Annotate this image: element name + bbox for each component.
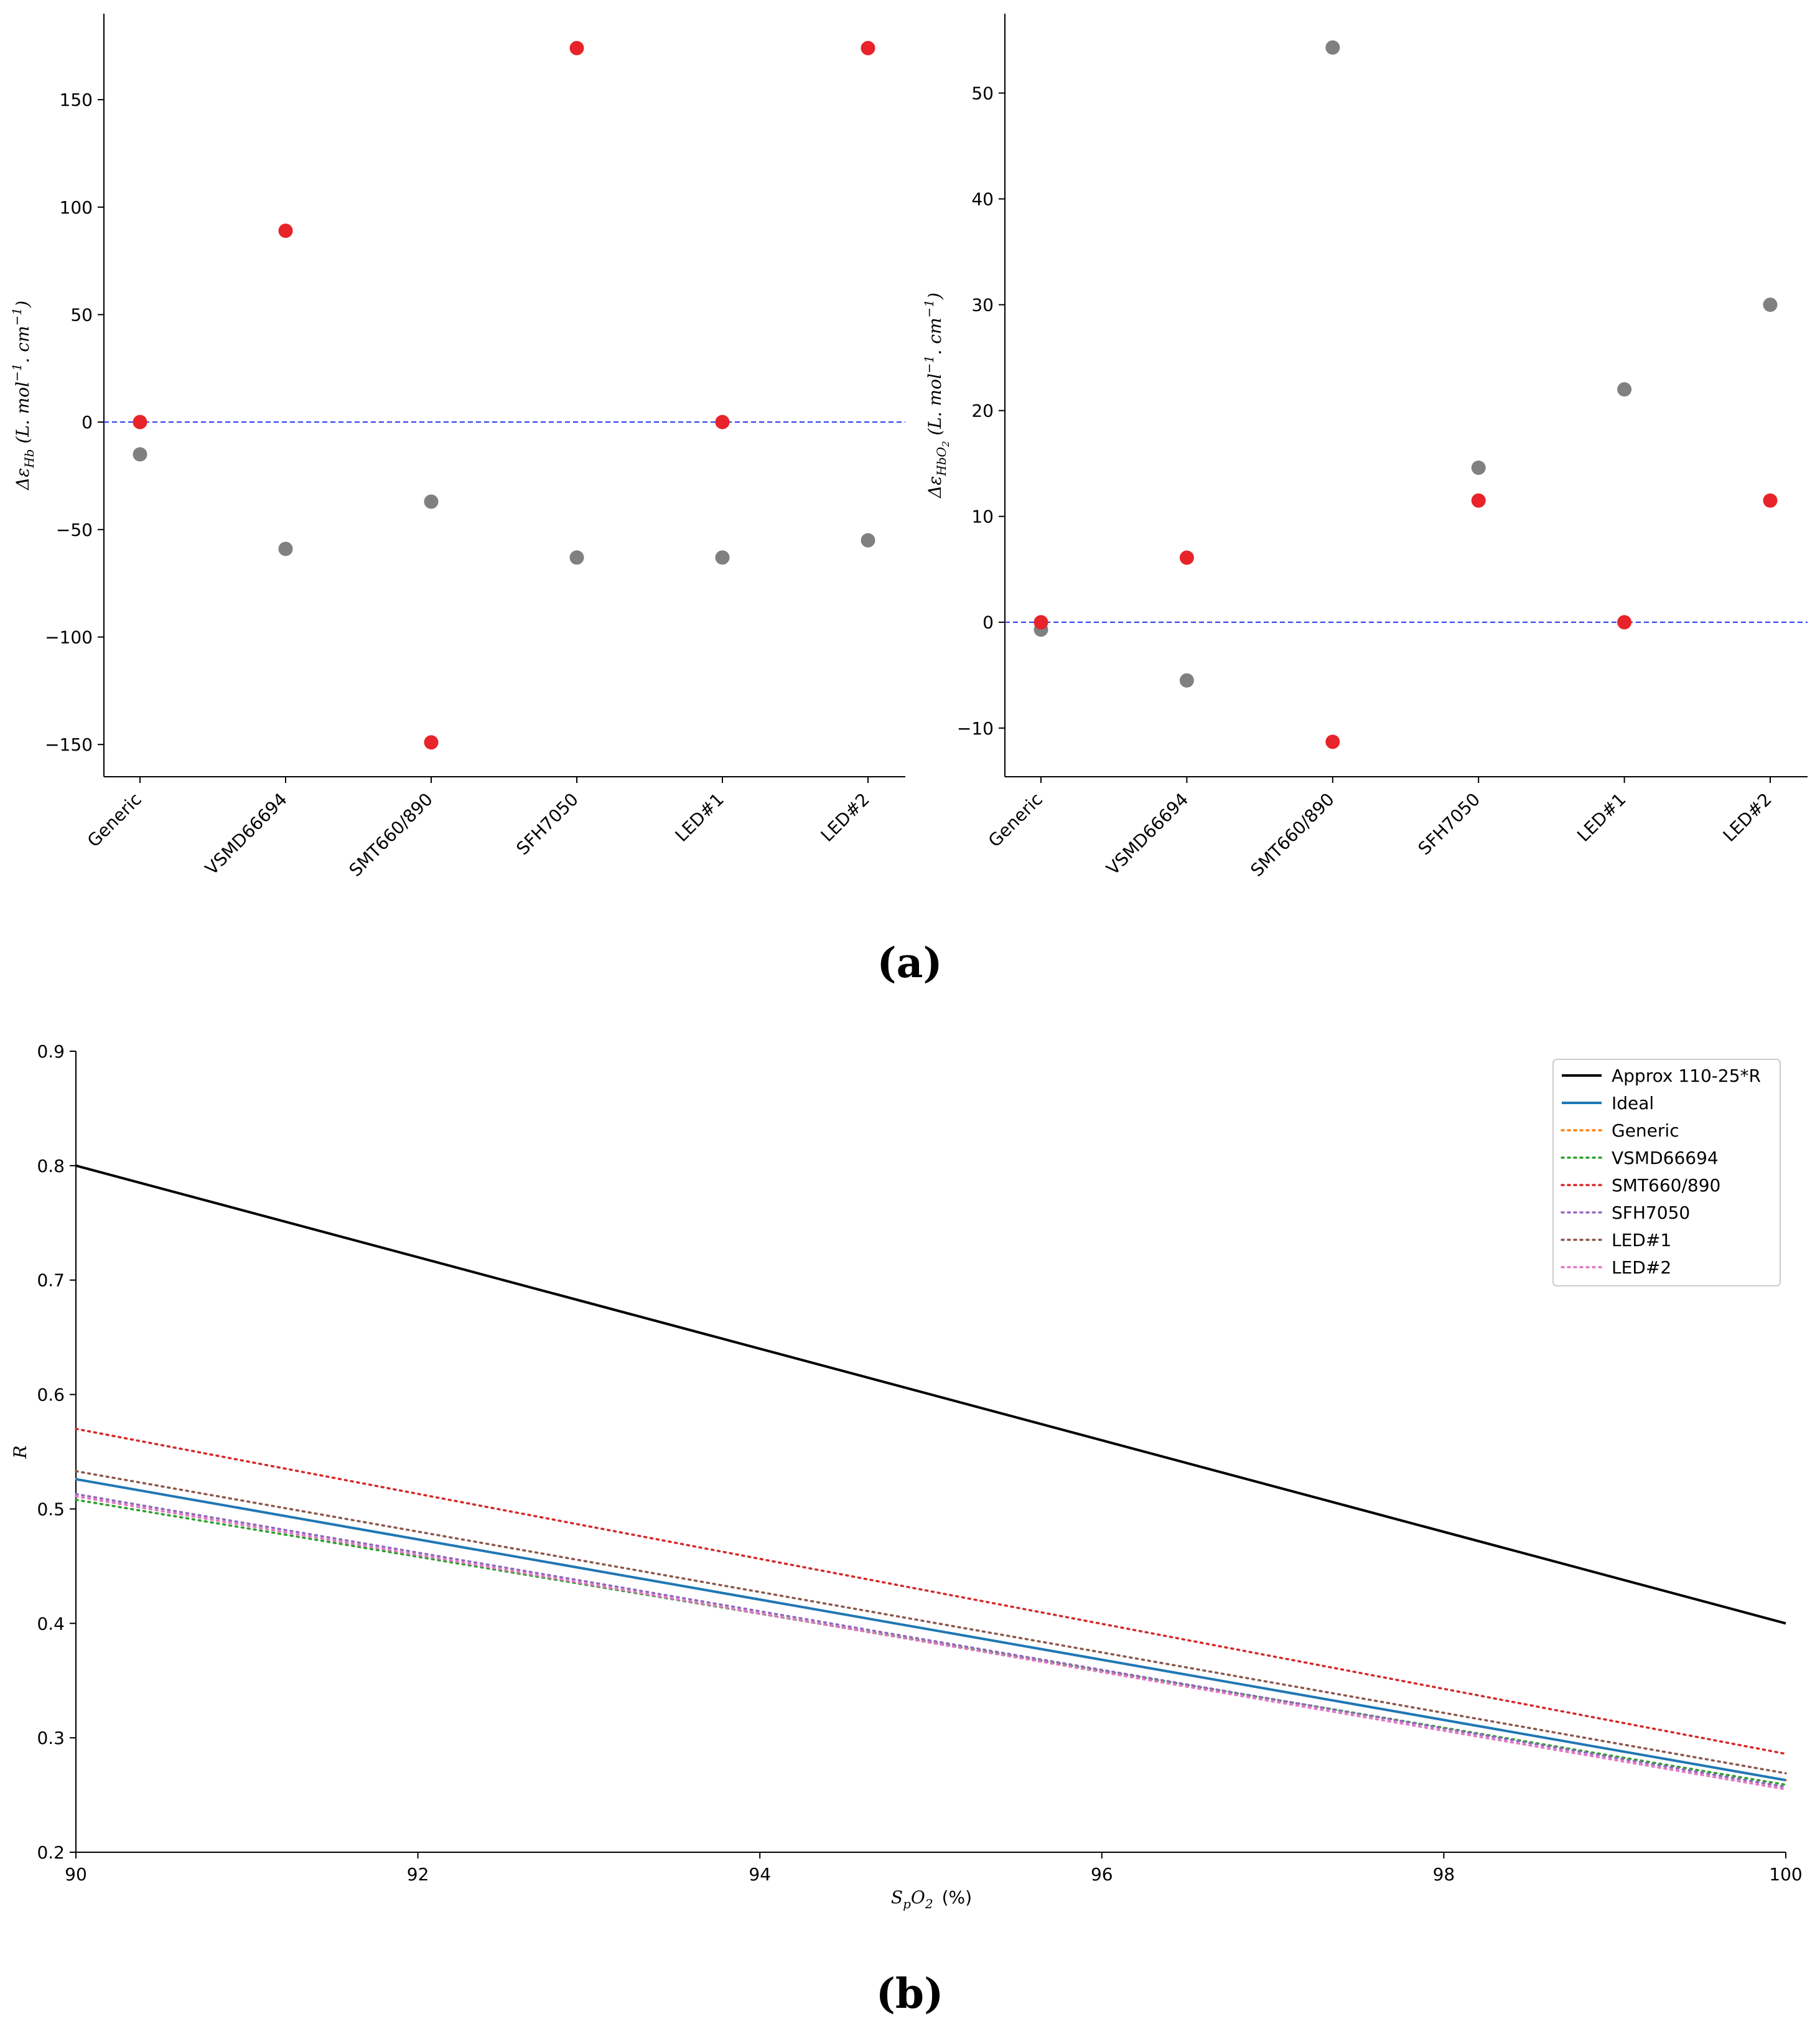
x-tick-label: VSMD66694 [201, 789, 291, 879]
data-point-red [133, 415, 147, 429]
legend-label: LED#1 [1612, 1230, 1671, 1250]
data-point-red [1471, 493, 1486, 508]
y-tick-label: 0.5 [37, 1499, 65, 1519]
data-point-gray [715, 550, 730, 565]
legend-label: SMT660/890 [1612, 1175, 1720, 1196]
legend-label: Approx 110-25*R [1612, 1066, 1761, 1086]
x-tick-label: Generic [984, 789, 1047, 851]
x-tick-label: 96 [1091, 1864, 1113, 1885]
legend-label: Generic [1612, 1120, 1679, 1141]
series-line-smt660-890 [75, 1427, 1787, 1755]
y-tick-label: 150 [60, 90, 93, 110]
ylabel-r: R [10, 1445, 30, 1459]
series-line-ideal [75, 1478, 1786, 1782]
data-point-gray [1471, 460, 1486, 475]
x-tick-label: 100 [1769, 1864, 1802, 1885]
ylabel-hb: ΔεHb (L. mol−1. cm−1) [9, 301, 37, 490]
y-tick-label: −150 [45, 734, 93, 755]
y-tick-label: −10 [957, 718, 994, 739]
data-point-red [1325, 734, 1340, 749]
x-tick-label: 90 [65, 1864, 87, 1885]
data-point-red [1179, 550, 1194, 565]
data-point-gray [861, 533, 875, 548]
ylabel-hbo2: ΔεHbO2 (L. mol−1. cm−1) [922, 293, 951, 499]
y-tick-label: 0 [82, 412, 93, 433]
legend-label: VSMD66694 [1612, 1148, 1719, 1168]
xlabel-spo2: SpO2 (%) [891, 1887, 972, 1911]
x-tick-label: SFH7050 [1414, 789, 1485, 860]
y-tick-label: 0.3 [37, 1728, 65, 1748]
x-tick-label: Generic [83, 789, 146, 851]
y-tick-label: −100 [45, 627, 93, 648]
x-tick-label: LED#2 [1719, 789, 1776, 846]
subplot-delta-eps-hbo2: −10 0 10 20 30 40 50 Generic VSMD66694 SMT660/890… [957, 14, 1808, 881]
x-tick-label: LED#2 [817, 789, 874, 846]
data-point-red [861, 40, 875, 55]
data-point-red [569, 40, 584, 55]
legend: Approx 110-25*R Ideal Generic VSMD66694 SMT6… [1552, 1059, 1781, 1286]
data-point-gray [424, 494, 439, 509]
series-line-sfh7050 [75, 1492, 1787, 1788]
data-point-gray [569, 550, 584, 565]
y-tick-label: 0.7 [37, 1270, 65, 1291]
y-tick-label: 30 [971, 295, 994, 316]
series-line-led-1 [75, 1470, 1787, 1774]
data-point-gray [278, 541, 293, 556]
y-tick-label: 50 [971, 83, 994, 104]
series-line-led-2 [75, 1495, 1787, 1791]
panel-label-b: (b) [876, 1969, 944, 2018]
x-tick-label: 94 [749, 1864, 771, 1885]
data-point-gray [1617, 382, 1632, 397]
x-tick-label: VSMD66694 [1103, 789, 1193, 879]
data-point-gray [1763, 298, 1778, 312]
legend-label: SFH7050 [1612, 1202, 1690, 1223]
y-tick-label: 0.4 [37, 1613, 65, 1634]
x-tick-label: SFH7050 [512, 789, 582, 860]
legend-label: Ideal [1612, 1093, 1654, 1113]
y-tick-label: 0.6 [37, 1385, 65, 1405]
subplot-r-vs-spo2: 0.2 0.3 0.4 0.5 0.6 0.7 0.8 0.9 90 92 94 96 98 100 [37, 1041, 1802, 1885]
data-point-red [1763, 493, 1778, 508]
data-point-red [1617, 615, 1632, 630]
y-tick-label: 0.2 [37, 1842, 65, 1863]
data-point-red [278, 223, 293, 238]
y-tick-label: 50 [70, 304, 93, 325]
y-tick-label: 20 [971, 401, 994, 421]
data-point-red [424, 735, 439, 750]
data-point-red [1034, 615, 1048, 630]
data-point-red [715, 415, 730, 429]
x-tick-label: 92 [407, 1864, 429, 1885]
y-tick-label: 100 [60, 197, 93, 218]
panel-label-a: (a) [877, 939, 942, 987]
y-tick-label: 0.9 [37, 1041, 65, 1062]
x-tick-label: SMT660/890 [345, 789, 437, 881]
subplot-delta-eps-hb: −150 −100 −50 0 50 100 150 Generic VSMD66694 SMT6… [45, 14, 905, 881]
y-tick-label: 0 [982, 612, 994, 633]
legend-frame [1552, 1059, 1781, 1286]
y-tick-label: 40 [971, 189, 994, 210]
y-tick-label: 0.8 [37, 1156, 65, 1176]
x-tick-label: SMT660/890 [1246, 789, 1338, 881]
data-point-gray [1179, 673, 1194, 688]
data-point-gray [133, 447, 147, 462]
series-line-approx-110-25-r [75, 1164, 1786, 1625]
x-tick-label: 98 [1433, 1864, 1455, 1885]
y-tick-label: 10 [971, 507, 994, 527]
x-tick-label: LED#1 [671, 789, 728, 846]
data-point-gray [1325, 40, 1340, 55]
y-tick-label: −50 [56, 520, 93, 540]
x-tick-label: LED#1 [1573, 789, 1630, 846]
legend-label: LED#2 [1612, 1257, 1671, 1278]
